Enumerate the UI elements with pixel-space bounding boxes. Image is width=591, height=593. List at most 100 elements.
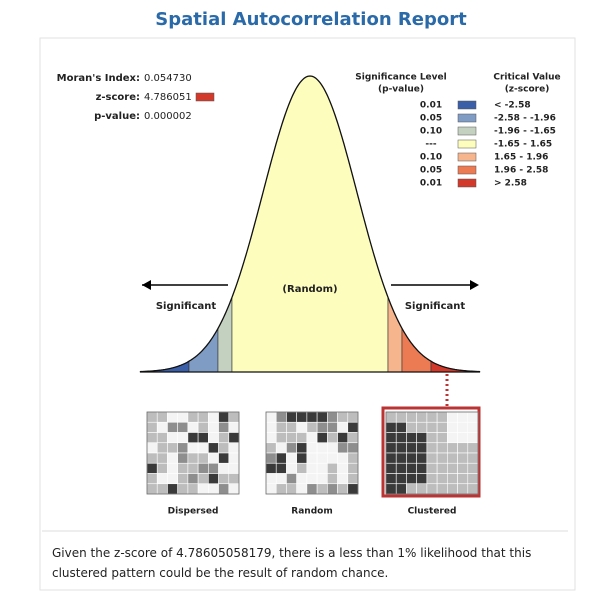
map-cell — [266, 433, 276, 443]
map-cell — [188, 484, 198, 494]
pattern-label: Dispersed — [168, 507, 219, 517]
map-cell — [178, 463, 188, 473]
map-cell — [229, 433, 239, 443]
map-cell — [338, 463, 348, 473]
map-cell — [276, 412, 286, 422]
map-cell — [307, 412, 317, 422]
map-cell — [427, 422, 437, 432]
map-cell — [417, 443, 427, 453]
map-cell — [188, 422, 198, 432]
map-cell — [317, 484, 327, 494]
map-cell — [458, 412, 468, 422]
left-label: Significant — [156, 301, 217, 312]
map-cell — [468, 463, 478, 473]
map-cell — [208, 433, 218, 443]
curve-region — [218, 297, 232, 372]
map-cell — [437, 453, 447, 463]
map-cell — [229, 474, 239, 484]
map-cell — [188, 474, 198, 484]
map-cell — [307, 433, 317, 443]
map-cell — [229, 443, 239, 453]
map-cell — [406, 474, 416, 484]
map-cell — [417, 474, 427, 484]
map-cell — [406, 433, 416, 443]
map-cell — [458, 443, 468, 453]
map-cell — [458, 422, 468, 432]
map-cell — [178, 474, 188, 484]
map-cell — [317, 463, 327, 473]
map-cell — [178, 422, 188, 432]
map-cell — [427, 484, 437, 494]
legend-swatch — [458, 140, 476, 148]
stat-value: 0.000002 — [144, 111, 192, 122]
map-cell — [167, 484, 177, 494]
stat-label: z-score: — [96, 92, 140, 103]
map-cell — [348, 484, 358, 494]
map-cell — [348, 443, 358, 453]
map-cell — [198, 474, 208, 484]
legend-p: 0.10 — [420, 153, 442, 163]
map-cell — [437, 433, 447, 443]
map-cell — [219, 433, 229, 443]
map-cell — [447, 463, 457, 473]
map-cell — [386, 433, 396, 443]
map-cell — [468, 484, 478, 494]
map-cell — [198, 463, 208, 473]
map-cell — [147, 422, 157, 432]
legend-p: 0.01 — [420, 179, 442, 189]
z-swatch — [196, 93, 214, 101]
map-cell — [427, 463, 437, 473]
legend-p: 0.10 — [420, 127, 442, 137]
map-cell — [348, 463, 358, 473]
map-cell — [406, 453, 416, 463]
map-cell — [297, 484, 307, 494]
map-cell — [338, 433, 348, 443]
map-cell — [447, 453, 457, 463]
map-cell — [458, 484, 468, 494]
map-cell — [317, 433, 327, 443]
map-cell — [229, 453, 239, 463]
map-cell — [157, 453, 167, 463]
map-cell — [396, 463, 406, 473]
map-cell — [348, 474, 358, 484]
map-cell — [297, 463, 307, 473]
stat-label: Moran's Index: — [57, 73, 140, 84]
map-cell — [229, 484, 239, 494]
map-cell — [327, 412, 337, 422]
map-cell — [147, 484, 157, 494]
map-cell — [307, 453, 317, 463]
map-cell — [157, 433, 167, 443]
map-cell — [386, 443, 396, 453]
map-cell — [297, 433, 307, 443]
map-cell — [348, 453, 358, 463]
map-cell — [219, 453, 229, 463]
map-cell — [406, 484, 416, 494]
map-cell — [219, 484, 229, 494]
map-cell — [266, 422, 276, 432]
legend-p: 0.05 — [420, 114, 442, 124]
map-cell — [167, 443, 177, 453]
summary: Given the z-score of 4.78605058179, ther… — [52, 543, 557, 583]
map-cell — [198, 422, 208, 432]
map-cell — [396, 453, 406, 463]
stat-label: p-value: — [94, 111, 140, 122]
pattern-label: Clustered — [408, 507, 457, 517]
map-cell — [219, 463, 229, 473]
map-cell — [458, 474, 468, 484]
map-cell — [188, 463, 198, 473]
map-cell — [219, 412, 229, 422]
map-cell — [147, 443, 157, 453]
map-cell — [198, 443, 208, 453]
map-cell — [198, 433, 208, 443]
map-cell — [307, 474, 317, 484]
map-cell — [167, 412, 177, 422]
map-cell — [447, 484, 457, 494]
map-cell — [266, 443, 276, 453]
map-cell — [307, 463, 317, 473]
map-cell — [427, 443, 437, 453]
legend-swatch — [458, 153, 476, 161]
map-cell — [147, 463, 157, 473]
map-cell — [396, 412, 406, 422]
map-cell — [327, 474, 337, 484]
map-cell — [437, 422, 447, 432]
